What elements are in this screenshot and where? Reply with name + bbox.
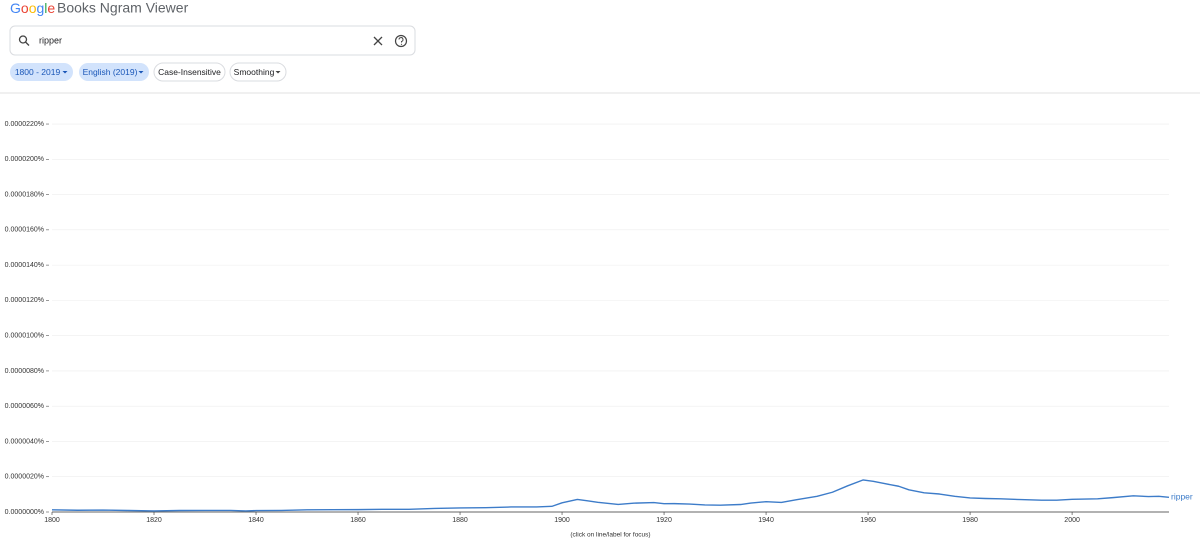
y-tick-label: 0.0000040% bbox=[5, 438, 44, 445]
chip-caret bbox=[275, 71, 281, 74]
chip-label[interactable]: Case-Insensitive bbox=[158, 67, 221, 77]
series-line[interactable] bbox=[51, 479, 1170, 512]
x-tick-label: 1900 bbox=[554, 517, 570, 524]
y-tick-label: 0.0000000% bbox=[5, 509, 44, 516]
x-tick-label: 1940 bbox=[758, 517, 774, 524]
x-tick-label: 1820 bbox=[146, 517, 162, 524]
chip-label[interactable]: English (2019) bbox=[83, 67, 138, 77]
x-tick-label: 1980 bbox=[962, 517, 978, 524]
chip-label[interactable]: Smoothing bbox=[234, 67, 275, 77]
x-tick-label: 1960 bbox=[860, 517, 876, 524]
filter-chip[interactable] bbox=[10, 63, 73, 81]
filter-chip[interactable] bbox=[229, 62, 287, 82]
x-tick-label: 1920 bbox=[656, 517, 672, 524]
footnote: (click on line/label for focus) bbox=[570, 532, 650, 539]
y-tick-label: 0.0000160% bbox=[5, 227, 44, 234]
filter-chip[interactable] bbox=[153, 62, 226, 82]
y-tick-label: 0.0000100% bbox=[5, 332, 44, 339]
google-logo: Google bbox=[10, 0, 55, 16]
chip-caret bbox=[138, 71, 144, 74]
search-text[interactable]: ripper bbox=[39, 35, 62, 45]
filter-chip[interactable] bbox=[79, 63, 149, 81]
y-tick-label: 0.0000140% bbox=[5, 262, 44, 269]
y-tick-label: 0.0000200% bbox=[5, 156, 44, 163]
search-box[interactable] bbox=[9, 25, 416, 56]
y-tick-label: 0.0000080% bbox=[5, 368, 44, 375]
y-tick-label: 0.0000180% bbox=[5, 191, 44, 198]
clear-icon[interactable] bbox=[373, 36, 383, 46]
x-tick-label: 1800 bbox=[44, 517, 60, 524]
x-tick-label: 1880 bbox=[452, 517, 468, 524]
chip-label[interactable]: 1800 - 2019 bbox=[15, 67, 61, 77]
help-icon[interactable] bbox=[394, 34, 408, 48]
x-tick-label: 2000 bbox=[1064, 517, 1080, 524]
search-icon bbox=[18, 35, 30, 46]
x-tick-label: 1860 bbox=[350, 517, 366, 524]
y-tick-label: 0.0000120% bbox=[5, 297, 44, 304]
chip-caret bbox=[62, 71, 68, 74]
y-tick-label: 0.0000220% bbox=[5, 121, 44, 128]
series-label[interactable]: ripper bbox=[1171, 492, 1193, 502]
y-tick-label: 0.0000060% bbox=[5, 403, 44, 410]
y-tick-label: 0.0000020% bbox=[5, 474, 44, 481]
x-tick-label: 1840 bbox=[248, 517, 264, 524]
product-name: Books Ngram Viewer bbox=[57, 0, 189, 16]
